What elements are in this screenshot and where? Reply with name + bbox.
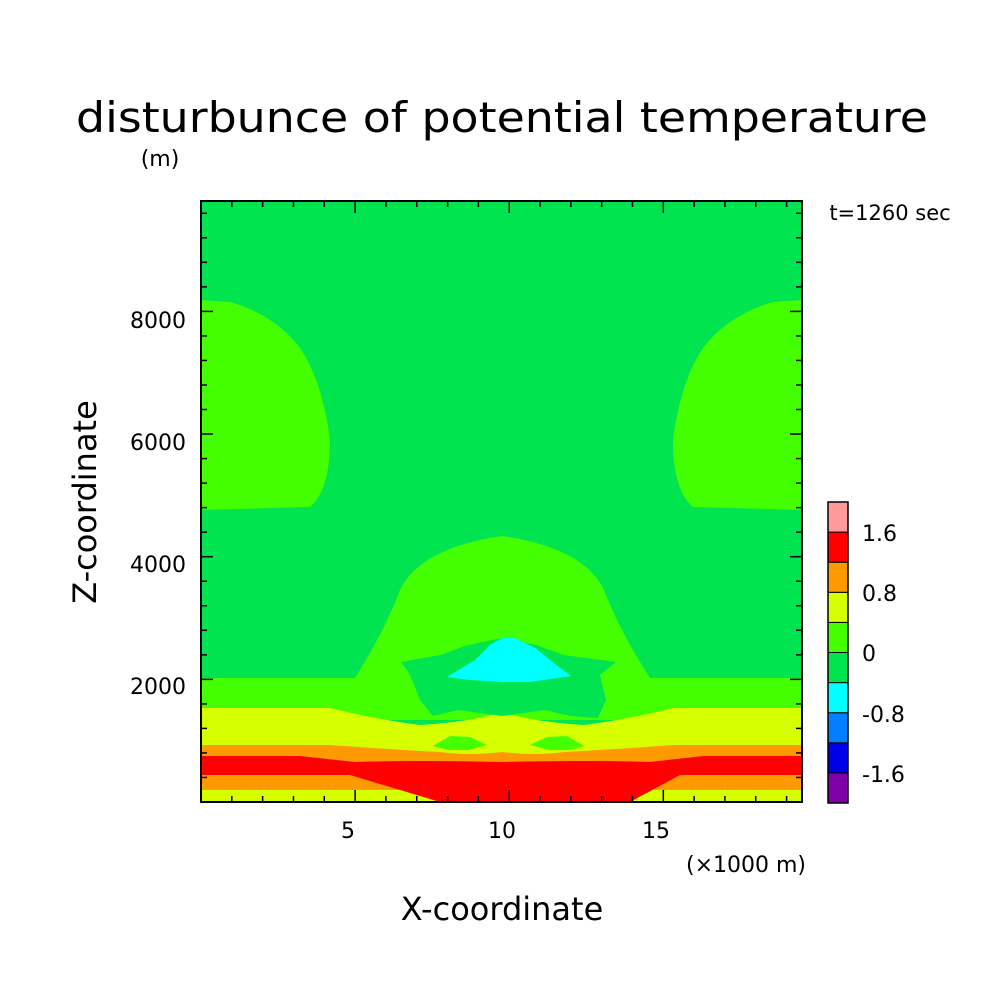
x-tick-label-10: 10 bbox=[488, 819, 516, 844]
plot-area bbox=[201, 201, 802, 802]
contour-surface-red bbox=[201, 756, 802, 802]
y-axis-label: Z-coordinate bbox=[66, 400, 104, 604]
colorbar-frame bbox=[827, 501, 849, 804]
y-tick-label-6000: 6000 bbox=[130, 431, 186, 456]
colorbar-label-0.8: 0.8 bbox=[862, 582, 897, 607]
chart-title: disturbunce of potential temperature bbox=[76, 93, 928, 142]
x-tick-label-5: 5 bbox=[341, 819, 355, 844]
colorbar-swatch bbox=[827, 561, 849, 593]
colorbar-swatch bbox=[827, 501, 849, 533]
x-unit-label: (×1000 m) bbox=[686, 853, 806, 878]
contour-side-lobe-right bbox=[673, 300, 802, 510]
colorbar-swatch bbox=[827, 682, 849, 714]
contour-cold-cap bbox=[447, 638, 571, 682]
axis-ticks bbox=[201, 201, 802, 802]
colorbar-swatch bbox=[827, 652, 849, 684]
y-tick-label-8000: 8000 bbox=[130, 309, 186, 334]
chart-unit: (m) bbox=[141, 147, 180, 172]
contour-lens-right bbox=[530, 736, 584, 750]
x-tick-label-15: 15 bbox=[642, 819, 670, 844]
colorbar-swatch bbox=[827, 712, 849, 744]
y-tick-label-4000: 4000 bbox=[130, 553, 186, 578]
colorbar-swatch bbox=[827, 772, 849, 804]
contour-side-lobe-left bbox=[201, 300, 330, 510]
colorbar-label--1.6: -1.6 bbox=[862, 763, 905, 788]
contour-lens-left bbox=[433, 736, 487, 750]
colorbar bbox=[827, 501, 849, 804]
y-tick-label-2000: 2000 bbox=[130, 675, 186, 700]
x-axis-label: X-coordinate bbox=[401, 890, 604, 928]
colorbar-label-0: 0 bbox=[862, 642, 876, 667]
colorbar-label-1.6: 1.6 bbox=[862, 522, 897, 547]
colorbar-label--0.8: -0.8 bbox=[862, 703, 905, 728]
colorbar-swatch bbox=[827, 531, 849, 563]
colorbar-swatch bbox=[827, 591, 849, 623]
colorbar-swatch bbox=[827, 742, 849, 774]
plot-frame bbox=[200, 200, 803, 803]
colorbar-swatch bbox=[827, 621, 849, 654]
time-annotation: t=1260 sec bbox=[829, 201, 950, 225]
contour-central-dome bbox=[201, 536, 802, 720]
